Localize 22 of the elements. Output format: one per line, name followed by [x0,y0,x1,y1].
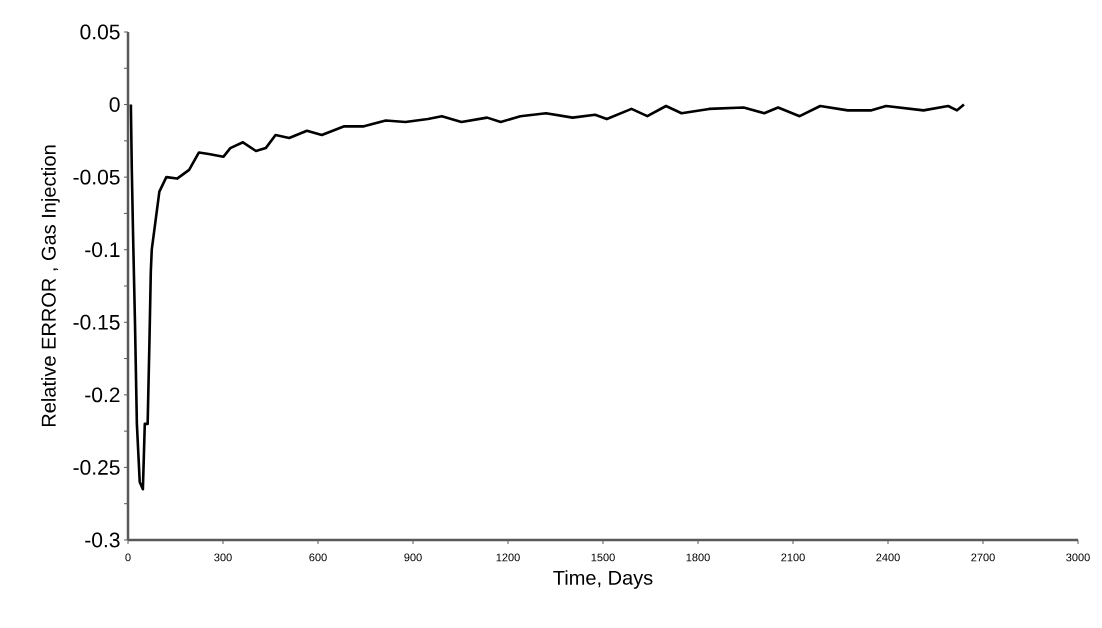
x-tick-label: 2400 [876,553,900,562]
x-tick-label: 1800 [686,553,710,562]
y-tick-label: -0.2 [85,387,120,403]
y-tick-label: 0 [109,97,120,112]
y-axis-title: Relative ERROR , Gas Injection [41,145,60,427]
x-tick-label: 2100 [781,553,805,562]
x-tick-label: 2700 [971,553,995,562]
x-tick-label: 300 [214,553,232,562]
x-tick-label: 3000 [1066,553,1090,562]
y-tick-label: -0.3 [85,532,120,548]
y-tick-label: -0.05 [73,169,120,185]
y-tick-label: -0.1 [85,242,120,258]
x-tick-label: 900 [404,553,422,562]
y-tick-label: -0.25 [73,459,120,475]
x-tick-label: 0 [125,553,131,562]
x-tick-label: 600 [309,553,327,562]
y-tick-label: 0.05 [80,24,120,40]
x-tick-label: 1200 [496,553,520,562]
y-tick-label: -0.15 [73,314,120,330]
x-tick-label: 1500 [591,553,615,562]
x-axis-title: Time, Days [553,570,653,589]
line-series [129,103,966,491]
